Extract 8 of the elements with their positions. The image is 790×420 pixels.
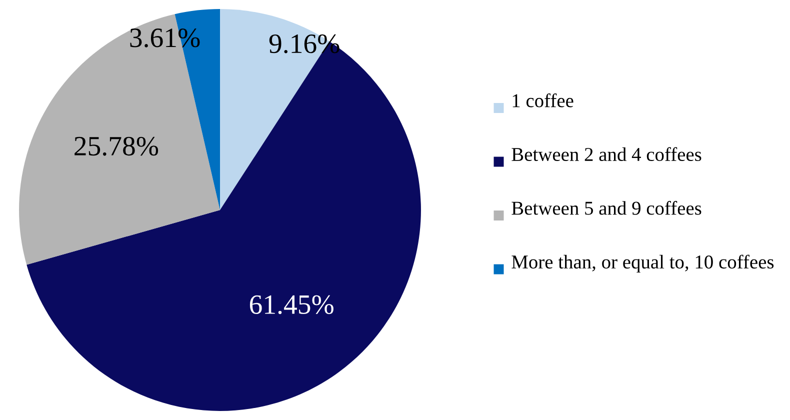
data-label: 9.16% [269,34,340,54]
data-label: 25.78% [74,136,158,156]
legend-label: More than, or equal to, 10 coffees [512,254,774,273]
legend-label: Between 5 and 9 coffees [512,200,702,215]
legend-label: 1 coffee [512,93,574,108]
legend-label: Between 2 and 4 coffees [512,147,702,162]
pie-slice [19,14,220,265]
data-label: 61.45% [250,295,334,314]
